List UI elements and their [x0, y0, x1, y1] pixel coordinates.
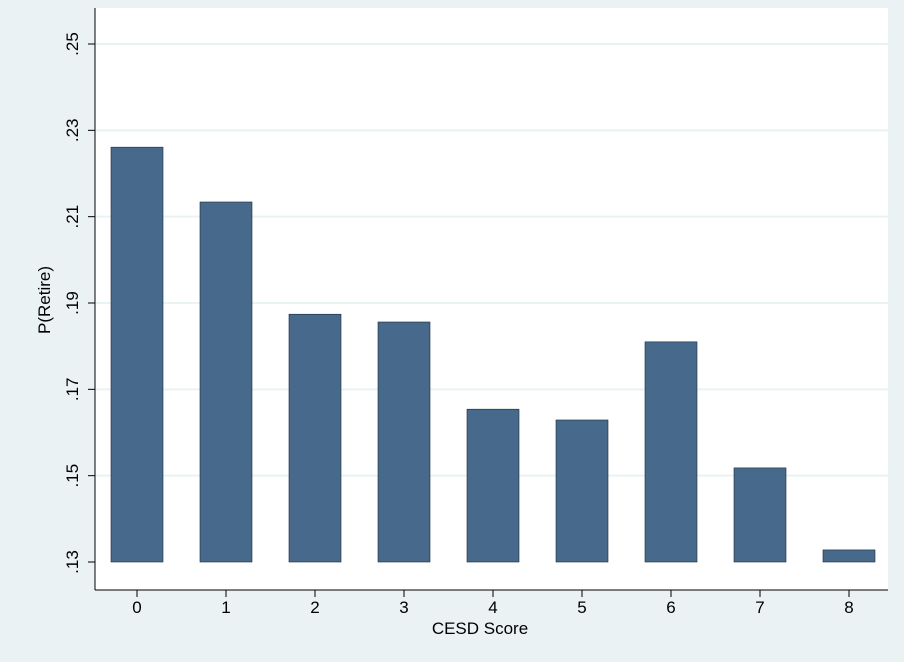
- y-tick-label: .17: [63, 378, 82, 402]
- bar: [199, 201, 253, 563]
- x-tick-label: 6: [666, 598, 675, 617]
- x-tick-label: 5: [577, 598, 586, 617]
- y-axis-title: P(Retire): [35, 266, 54, 334]
- y-tick-label: .23: [63, 119, 82, 143]
- bar: [377, 321, 431, 563]
- x-tick-label: 2: [310, 598, 319, 617]
- bar: [288, 313, 342, 563]
- y-tick-label: .13: [63, 550, 82, 574]
- y-tick-label: .25: [63, 32, 82, 56]
- x-tick-label: 1: [221, 598, 230, 617]
- x-tick-label: 7: [755, 598, 764, 617]
- x-tick-label: 4: [488, 598, 497, 617]
- bar: [110, 146, 164, 563]
- x-axis-title: CESD Score: [432, 619, 528, 638]
- x-tick-label: 8: [844, 598, 853, 617]
- y-tick-label: .19: [63, 291, 82, 315]
- bar: [822, 549, 876, 563]
- bar: [466, 408, 520, 563]
- x-tick-label: 0: [132, 598, 141, 617]
- bar: [644, 341, 698, 563]
- bar: [733, 467, 787, 563]
- y-tick-label: .15: [63, 464, 82, 488]
- x-tick-label: 3: [399, 598, 408, 617]
- bar: [555, 419, 609, 563]
- y-tick-label: .21: [63, 205, 82, 229]
